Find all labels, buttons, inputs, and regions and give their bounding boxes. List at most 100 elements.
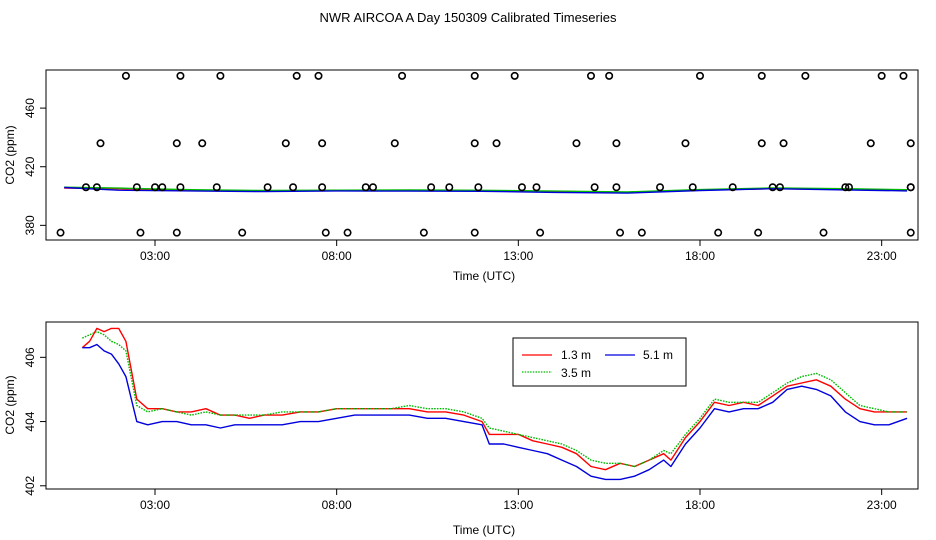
bottom-plot-frame: [45, 321, 919, 490]
top-scatter-point: [757, 139, 766, 148]
top-scatter-point: [656, 183, 665, 192]
top-plot-frame: [45, 69, 919, 241]
top-scatter-point: [361, 183, 370, 192]
top-scatter-point: [801, 71, 810, 80]
top-scatter-point: [757, 71, 766, 80]
bottom-axes: 03:00 08:00 13:00 18:00 23:00 402 404 406: [23, 347, 897, 512]
bottom-x-tick-label: 03:00: [140, 498, 170, 512]
top-scatter-point: [586, 71, 595, 80]
top-x-tick-label: 23:00: [867, 249, 897, 263]
top-scatter-point: [368, 183, 377, 192]
top-scatter-point: [470, 228, 479, 237]
top-scatter-point: [616, 228, 625, 237]
top-scatter-point: [318, 183, 327, 192]
legend: 1.3 m 5.1 m 3.5 m: [512, 337, 687, 387]
top-scatter-point: [906, 139, 915, 148]
top-scatter-point: [96, 139, 105, 148]
top-scatter-point: [314, 71, 323, 80]
bottom-series-5-1-mm: [82, 343, 908, 481]
top-scatter-point: [172, 139, 181, 148]
top-series-5-1-mm: [64, 186, 908, 194]
top-scatter-point: [398, 71, 407, 80]
top-scatter-point: [572, 139, 581, 148]
bottom-y-tick-label: 402: [23, 475, 37, 495]
top-scatter-point: [176, 183, 185, 192]
top-scatter-point: [136, 228, 145, 237]
top-scatter-point: [92, 183, 101, 192]
bottom-x-tick-label: 18:00: [685, 498, 715, 512]
top-scatter-point: [343, 228, 352, 237]
figure-title: NWR AIRCOA A Day 150309 Calibrated Times…: [319, 10, 617, 25]
top-x-tick-label: 08:00: [322, 249, 352, 263]
bottom-y-axis-label: CO2 (ppm): [3, 375, 17, 434]
legend-label-1-3m: 1.3 m: [561, 348, 591, 362]
top-scatter-point: [289, 183, 298, 192]
top-x-tick-label: 18:00: [685, 249, 715, 263]
top-scatter-point: [176, 71, 185, 80]
top-scatter-point: [612, 183, 621, 192]
top-scatter-point: [637, 228, 646, 237]
top-scatter-point: [688, 183, 697, 192]
top-scatter-point: [819, 228, 828, 237]
top-scatter-point: [216, 71, 225, 80]
top-y-tick-label: 460: [23, 98, 37, 118]
top-scatter-point: [779, 139, 788, 148]
top-scatter-point: [517, 183, 526, 192]
top-axes: 03:00 08:00 13:00 18:00 23:00 380 420 460: [23, 98, 897, 263]
bottom-y-tick-label: 404: [23, 411, 37, 431]
top-scatter-point: [474, 183, 483, 192]
top-scatter-point: [510, 71, 519, 80]
top-y-tick-label: 380: [23, 215, 37, 235]
top-scatter-point: [470, 71, 479, 80]
top-scatter-point: [877, 71, 886, 80]
top-scatter-point: [121, 71, 130, 80]
top-scatter-point: [844, 183, 853, 192]
bottom-y-tick-label: 406: [23, 347, 37, 367]
top-scatter-point: [56, 228, 65, 237]
legend-box: [512, 337, 687, 387]
top-scatter-point: [492, 139, 501, 148]
top-scatter-point: [321, 228, 330, 237]
top-scatter-point: [470, 139, 479, 148]
top-x-tick-label: 03:00: [140, 249, 170, 263]
top-y-tick-label: 420: [23, 156, 37, 176]
bottom-x-tick-label: 13:00: [503, 498, 533, 512]
top-scatter-point: [906, 228, 915, 237]
top-series: [64, 186, 908, 194]
bottom-series-1-3-mm: [81, 327, 908, 471]
top-scatter-point: [775, 183, 784, 192]
top-scatter-point: [532, 183, 541, 192]
top-x-tick-label: 13:00: [503, 249, 533, 263]
top-scatter-point: [695, 71, 704, 80]
top-scatter-point: [754, 228, 763, 237]
top-scatter-point: [728, 183, 737, 192]
top-scatter-point: [318, 139, 327, 148]
top-scatter-point: [390, 139, 399, 148]
bottom-series-3-5-mm: [82, 330, 908, 468]
top-scatter-point: [281, 139, 290, 148]
top-scatter-point: [899, 71, 908, 80]
top-scatter-point: [292, 71, 301, 80]
legend-label-3-5m: 3.5 m: [561, 366, 591, 380]
top-scatter-point: [841, 183, 850, 192]
top-scatter-point: [681, 139, 690, 148]
top-scatter-point: [605, 71, 614, 80]
top-scatter-point: [419, 228, 428, 237]
top-scatter-point: [536, 228, 545, 237]
top-scatter-point: [81, 183, 90, 192]
top-scatter-point: [427, 183, 436, 192]
top-scatter-point: [263, 183, 272, 192]
top-y-axis-label: CO2 (ppm): [3, 125, 17, 184]
legend-label-5-1m: 5.1 m: [643, 348, 673, 362]
top-scatter-point: [132, 183, 141, 192]
top-scatter-point: [445, 183, 454, 192]
bottom-x-tick-label: 23:00: [867, 498, 897, 512]
top-points: [56, 71, 915, 237]
top-scatter-point: [151, 183, 160, 192]
top-scatter-point: [714, 228, 723, 237]
top-scatter-point: [768, 183, 777, 192]
top-scatter-point: [612, 139, 621, 148]
top-scatter-point: [172, 228, 181, 237]
